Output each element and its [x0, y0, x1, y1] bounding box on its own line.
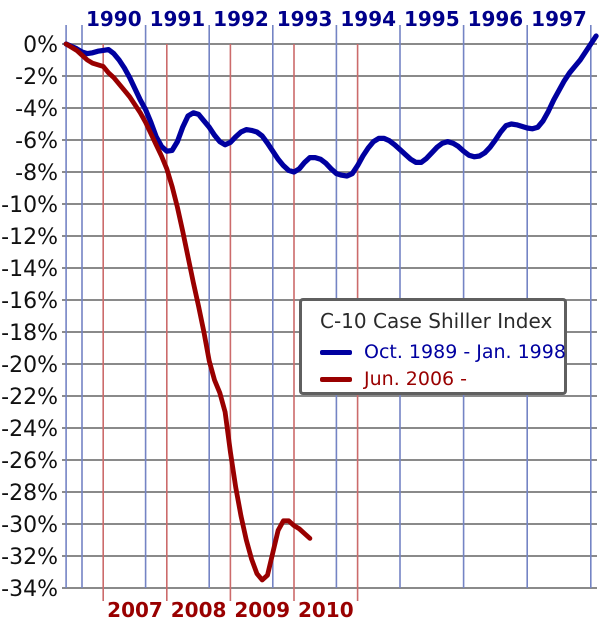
y-tick-label: -10%	[1, 193, 58, 218]
legend-entry-1989-1998: Oct. 1989 - Jan. 1998	[320, 341, 566, 363]
y-tick-label: -2%	[15, 65, 58, 90]
series-lines	[63, 33, 599, 583]
top-year-label: 1997	[531, 7, 587, 31]
series-line-1989-1998	[63, 33, 599, 179]
y-tick-label: -18%	[1, 321, 58, 346]
top-year-label: 1992	[213, 7, 269, 31]
y-tick-label: -26%	[1, 449, 58, 474]
y-tick-label: -8%	[15, 161, 58, 186]
horizontal-gridlines	[62, 43, 597, 589]
y-tick-label: -30%	[1, 513, 58, 538]
y-axis-tick-labels: 0% -2% -4% -6% -8% -10% -12% -14% -16% -18% -20% -2…	[1, 33, 58, 602]
series-line-2006	[63, 41, 313, 583]
y-tick-label: -16%	[1, 289, 58, 314]
top-year-label: 1993	[277, 7, 333, 31]
legend: C-10 Case Shiller Index Oct. 1989 - Jan.…	[299, 298, 567, 395]
legend-title: C-10 Case Shiller Index	[320, 309, 553, 333]
top-axis-year-labels: 1990 1991 1992 1993 1994 1995 1996 1997	[86, 7, 587, 31]
top-year-label: 1995	[404, 7, 460, 31]
legend-entry-2006: Jun. 2006 -	[320, 368, 467, 390]
top-year-label: 1996	[468, 7, 524, 31]
y-tick-label: -22%	[1, 385, 58, 410]
legend-entry-label: Oct. 1989 - Jan. 1998	[364, 341, 566, 363]
y-tick-label: -32%	[1, 545, 58, 570]
top-year-label: 1994	[340, 7, 396, 31]
bottom-year-label: 2008	[171, 598, 227, 620]
y-tick-label: -14%	[1, 257, 58, 282]
legend-line-sample-blue	[320, 349, 352, 355]
y-tick-label: -34%	[1, 577, 58, 602]
top-year-label: 1990	[86, 7, 142, 31]
bottom-axis-year-labels: 2007 2008 2009 2010	[107, 598, 354, 622]
y-tick-label: -4%	[15, 97, 58, 122]
y-tick-label: -28%	[1, 481, 58, 506]
bottom-year-label: 2009	[234, 598, 290, 620]
legend-line-sample-red	[320, 376, 352, 382]
legend-entry-label: Jun. 2006 -	[364, 368, 468, 390]
y-tick-label: -20%	[1, 353, 58, 378]
y-tick-label: -24%	[1, 417, 58, 442]
bottom-year-label: 2010	[298, 598, 354, 620]
y-tick-label: -6%	[15, 129, 58, 154]
y-tick-label: 0%	[23, 33, 58, 58]
y-tick-label: -12%	[1, 225, 58, 250]
top-year-label: 1991	[150, 7, 206, 31]
bottom-year-label: 2007	[107, 598, 163, 620]
